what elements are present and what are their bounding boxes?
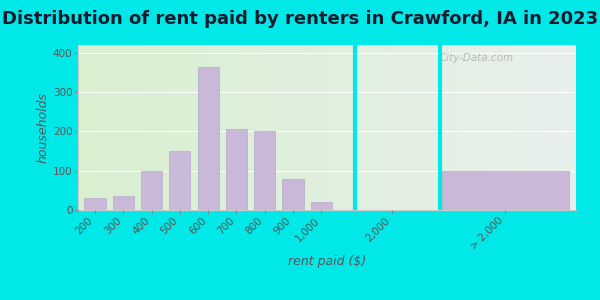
X-axis label: rent paid ($): rent paid ($) — [288, 255, 366, 268]
Bar — [141, 171, 162, 210]
Bar — [283, 178, 304, 210]
Bar — [197, 67, 219, 210]
Text: Distribution of rent paid by renters in Crawford, IA in 2023: Distribution of rent paid by renters in … — [2, 11, 598, 28]
Bar — [113, 196, 134, 210]
Bar — [169, 151, 190, 210]
Bar — [85, 198, 106, 210]
Y-axis label: households: households — [37, 92, 50, 163]
Bar — [226, 130, 247, 210]
Text: City-Data.com: City-Data.com — [439, 53, 514, 63]
Bar — [254, 131, 275, 210]
Bar — [311, 202, 332, 210]
Bar — [442, 171, 569, 210]
